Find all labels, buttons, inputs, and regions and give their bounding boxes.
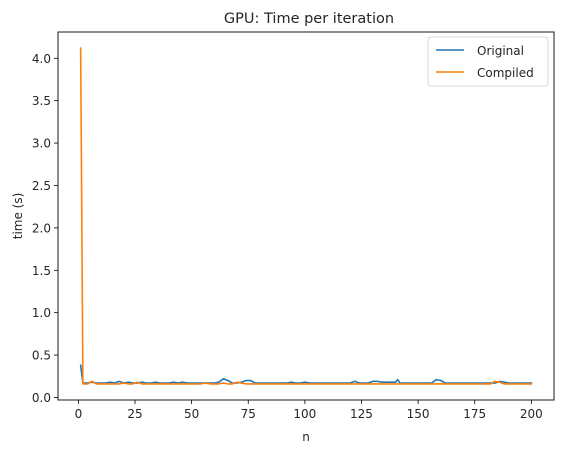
y-tick-label-8: 4.0 bbox=[32, 52, 51, 66]
x-tick-label-75: 75 bbox=[241, 407, 256, 421]
x-tick-label-200: 200 bbox=[520, 407, 543, 421]
plot-frame bbox=[57, 31, 555, 401]
y-tick-label-0: 0.0 bbox=[32, 391, 51, 405]
x-tick-label-50: 50 bbox=[184, 407, 199, 421]
x-tick-label-150: 150 bbox=[407, 407, 430, 421]
series-line-original bbox=[79, 364, 533, 384]
x-tick-label-25: 25 bbox=[127, 407, 142, 421]
x-tick-label-125: 125 bbox=[350, 407, 373, 421]
y-tick-label-7: 3.5 bbox=[32, 94, 51, 108]
series-layer bbox=[79, 47, 533, 385]
y-tick-label-5: 2.5 bbox=[32, 179, 51, 193]
legend-label-compiled: Compiled bbox=[477, 66, 534, 80]
chart-title: GPU: Time per iteration bbox=[224, 11, 394, 27]
legend-label-original: Original bbox=[477, 44, 524, 58]
y-tick-label-2: 1.0 bbox=[32, 306, 51, 320]
y-tick-label-3: 1.5 bbox=[32, 264, 51, 278]
x-tick-label-100: 100 bbox=[293, 407, 316, 421]
x-tick-label-175: 175 bbox=[463, 407, 486, 421]
y-tick-label-6: 3.0 bbox=[32, 137, 51, 151]
x-tick-label-0: 0 bbox=[75, 407, 83, 421]
x-axis-label: n bbox=[302, 430, 310, 444]
legend: Original Compiled bbox=[427, 36, 549, 87]
y-tick-label-1: 0.5 bbox=[32, 349, 51, 363]
x-axis: 0 25 50 75 100 125 150 175 200 bbox=[75, 400, 543, 421]
y-axis: 0.0 0.5 1.0 1.5 2.0 2.5 3.0 3.5 4.0 bbox=[32, 52, 58, 405]
series-line-compiled bbox=[79, 47, 533, 385]
y-tick-label-4: 2.0 bbox=[32, 221, 51, 235]
y-axis-label: time (s) bbox=[11, 193, 25, 240]
